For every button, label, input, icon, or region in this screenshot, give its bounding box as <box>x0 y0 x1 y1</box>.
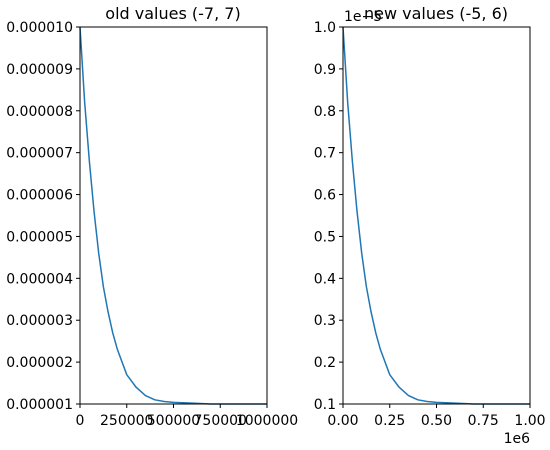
left-plot-frame <box>79 26 268 405</box>
right-y-tick-label: 0.6 <box>314 188 336 204</box>
right-subplot: 0.00 0.25 0.50 0.75 1.00 0.1 0.2 0.3 0.4 0.5 0.6 0.… <box>314 4 546 447</box>
left-chart-title: old values (-7, 7) <box>105 4 240 23</box>
left-x-tick-label: 1000000 <box>236 413 298 429</box>
left-x-tick-label: 750000 <box>194 413 247 429</box>
left-y-tick-label: 0.000003 <box>6 313 73 329</box>
left-y-tick-label: 0.000005 <box>6 229 73 245</box>
left-y-tick-label: 0.000004 <box>6 271 73 287</box>
right-y-tick-label: 0.1 <box>314 397 336 413</box>
right-y-offset-label: 1e−5 <box>344 9 382 25</box>
right-x-tick-label: 0.75 <box>468 413 499 429</box>
right-x-tick-label: 0.00 <box>327 413 358 429</box>
right-y-tick-label: 0.3 <box>314 313 336 329</box>
left-x-tick-label: 500000 <box>147 413 200 429</box>
right-x-tick-label: 0.50 <box>421 413 452 429</box>
right-x-tick-label: 1.00 <box>514 413 545 429</box>
right-chart-title: new values (-5, 6) <box>364 4 508 23</box>
left-subplot: old values (-7, 7) 0 25000050000075000010… <box>6 4 298 429</box>
right-x-offset-label: 1e6 <box>504 431 531 447</box>
left-y-tick-label: 0.000009 <box>6 62 73 78</box>
right-y-tick-label: 0.5 <box>314 229 336 245</box>
left-y-tick-label: 0.000002 <box>6 355 73 371</box>
right-y-tick-label: 0.7 <box>314 146 336 162</box>
left-y-tick-label: 0.000008 <box>6 104 73 120</box>
right-y-tick-label: 0.2 <box>314 355 336 371</box>
left-x-tick-label: 250000 <box>100 413 153 429</box>
left-y-tick-label: 0.000001 <box>6 397 73 413</box>
right-axes: 0.00 0.25 0.50 0.75 1.00 0.1 0.2 0.3 0.4 0.5 0.6 0.… <box>314 20 546 429</box>
left-x-tick-label: 0 <box>76 413 85 429</box>
right-y-tick-label: 1.0 <box>314 20 336 36</box>
left-y-tick-label: 0.000010 <box>6 20 73 36</box>
right-x-tick-label: 0.25 <box>374 413 405 429</box>
right-plot-frame <box>342 26 531 405</box>
right-y-tick-label: 0.9 <box>314 62 336 78</box>
right-y-tick-label: 0.4 <box>314 271 336 287</box>
left-y-tick-label: 0.000006 <box>6 188 73 204</box>
left-y-tick-label: 0.000007 <box>6 146 73 162</box>
right-y-tick-label: 0.8 <box>314 104 336 120</box>
